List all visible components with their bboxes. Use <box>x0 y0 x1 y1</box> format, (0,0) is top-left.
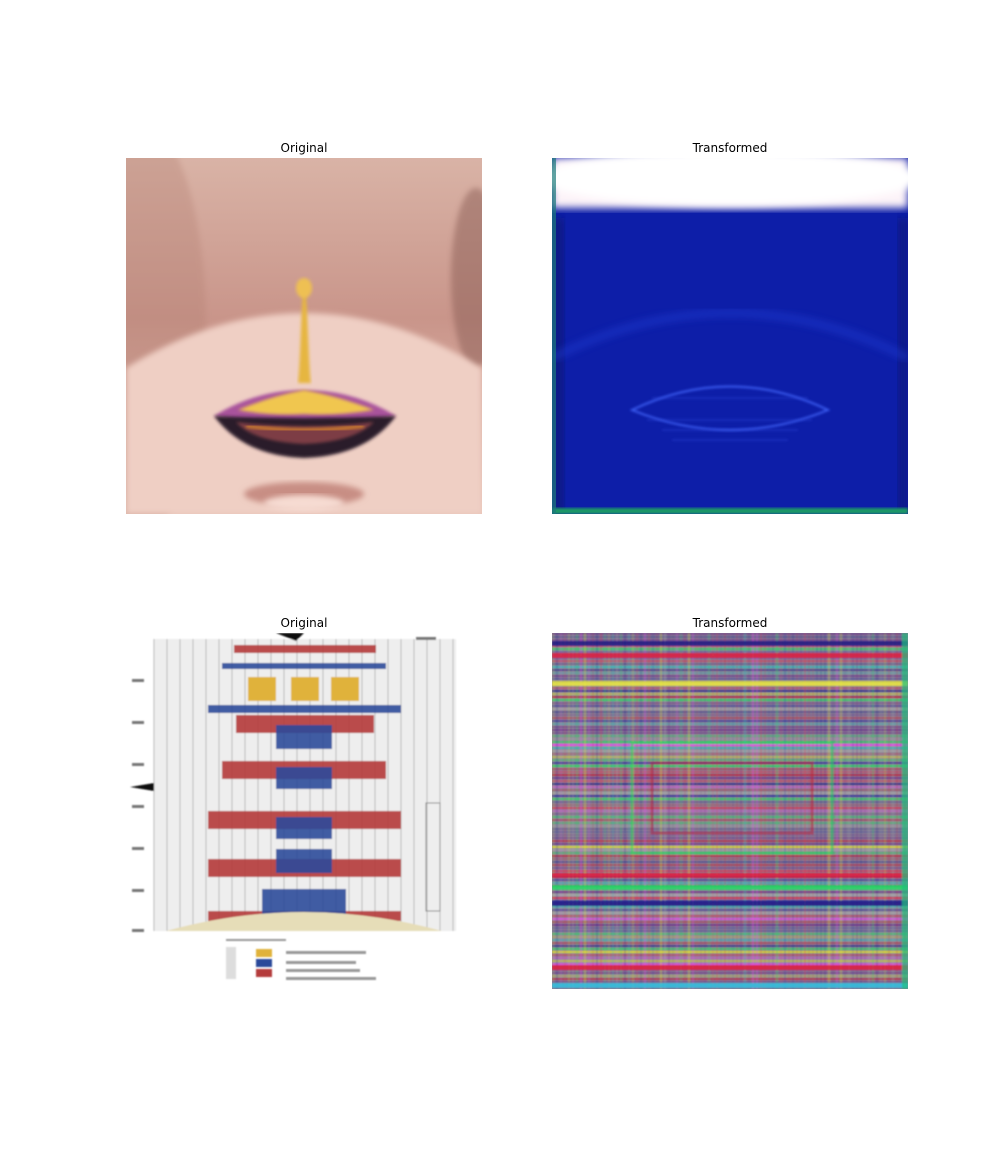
original-image-lips <box>126 158 482 514</box>
transformed-image-1 <box>552 158 908 514</box>
transformed-image-2 <box>552 633 908 989</box>
panel-title-transformed-2: Transformed <box>692 616 768 630</box>
original-image-chart <box>126 633 482 989</box>
panel-title-transformed-1: Transformed <box>692 141 768 155</box>
panel-title-original-1: Original <box>280 141 328 155</box>
panel-title-original-2: Original <box>280 616 328 630</box>
